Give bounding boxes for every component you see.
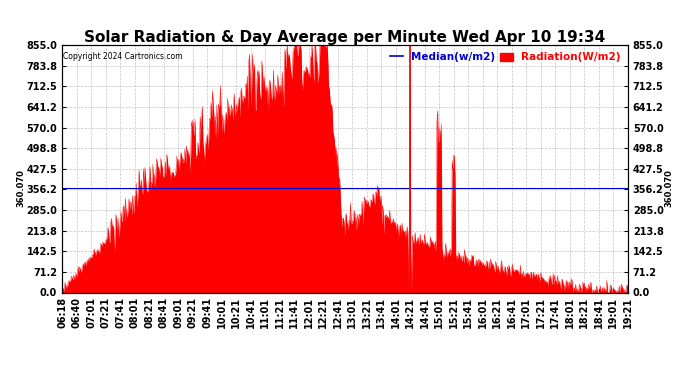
Legend: Median(w/m2), Radiation(W/m2): Median(w/m2), Radiation(W/m2) <box>388 50 622 64</box>
Text: 360.070: 360.070 <box>664 170 673 207</box>
Text: 360.070: 360.070 <box>17 170 26 207</box>
Title: Solar Radiation & Day Average per Minute Wed Apr 10 19:34: Solar Radiation & Day Average per Minute… <box>84 30 606 45</box>
Text: Copyright 2024 Cartronics.com: Copyright 2024 Cartronics.com <box>63 53 182 62</box>
